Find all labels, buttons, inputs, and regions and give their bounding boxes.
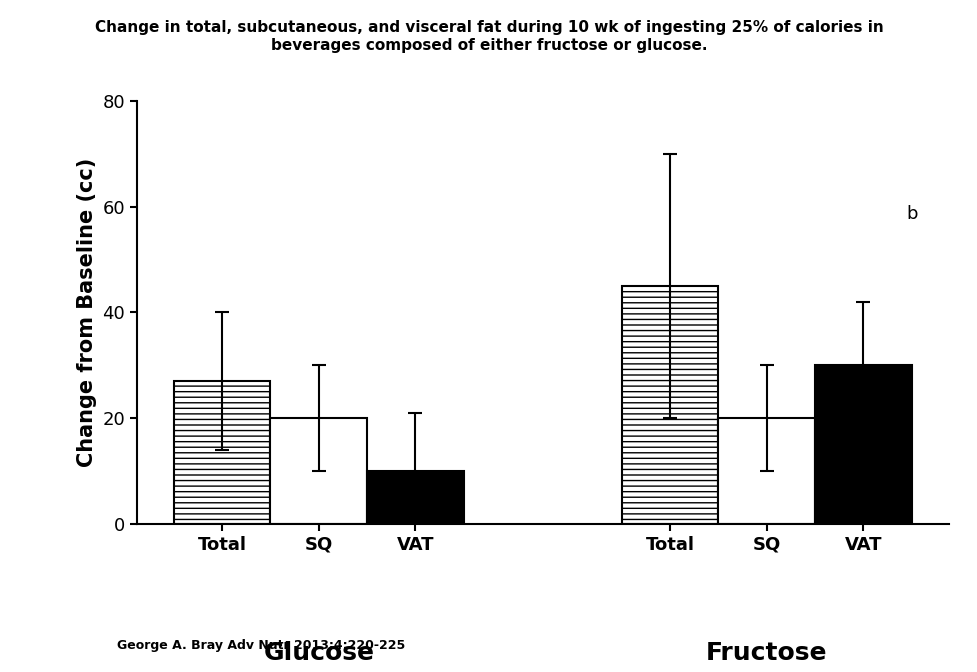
Bar xyxy=(814,366,911,524)
Bar xyxy=(271,418,366,524)
Bar xyxy=(366,471,463,524)
Text: George A. Bray Adv Nutr 2013;4:220-225: George A. Bray Adv Nutr 2013;4:220-225 xyxy=(117,639,405,652)
Text: Glucose: Glucose xyxy=(263,640,374,665)
Bar xyxy=(621,286,718,524)
Text: Fructose: Fructose xyxy=(705,640,827,665)
Bar xyxy=(718,418,814,524)
Bar xyxy=(174,381,271,524)
Text: b: b xyxy=(905,204,916,222)
Y-axis label: Change from Baseline (cc): Change from Baseline (cc) xyxy=(77,158,97,467)
Text: Change in total, subcutaneous, and visceral fat during 10 wk of ingesting 25% of: Change in total, subcutaneous, and visce… xyxy=(95,20,882,52)
